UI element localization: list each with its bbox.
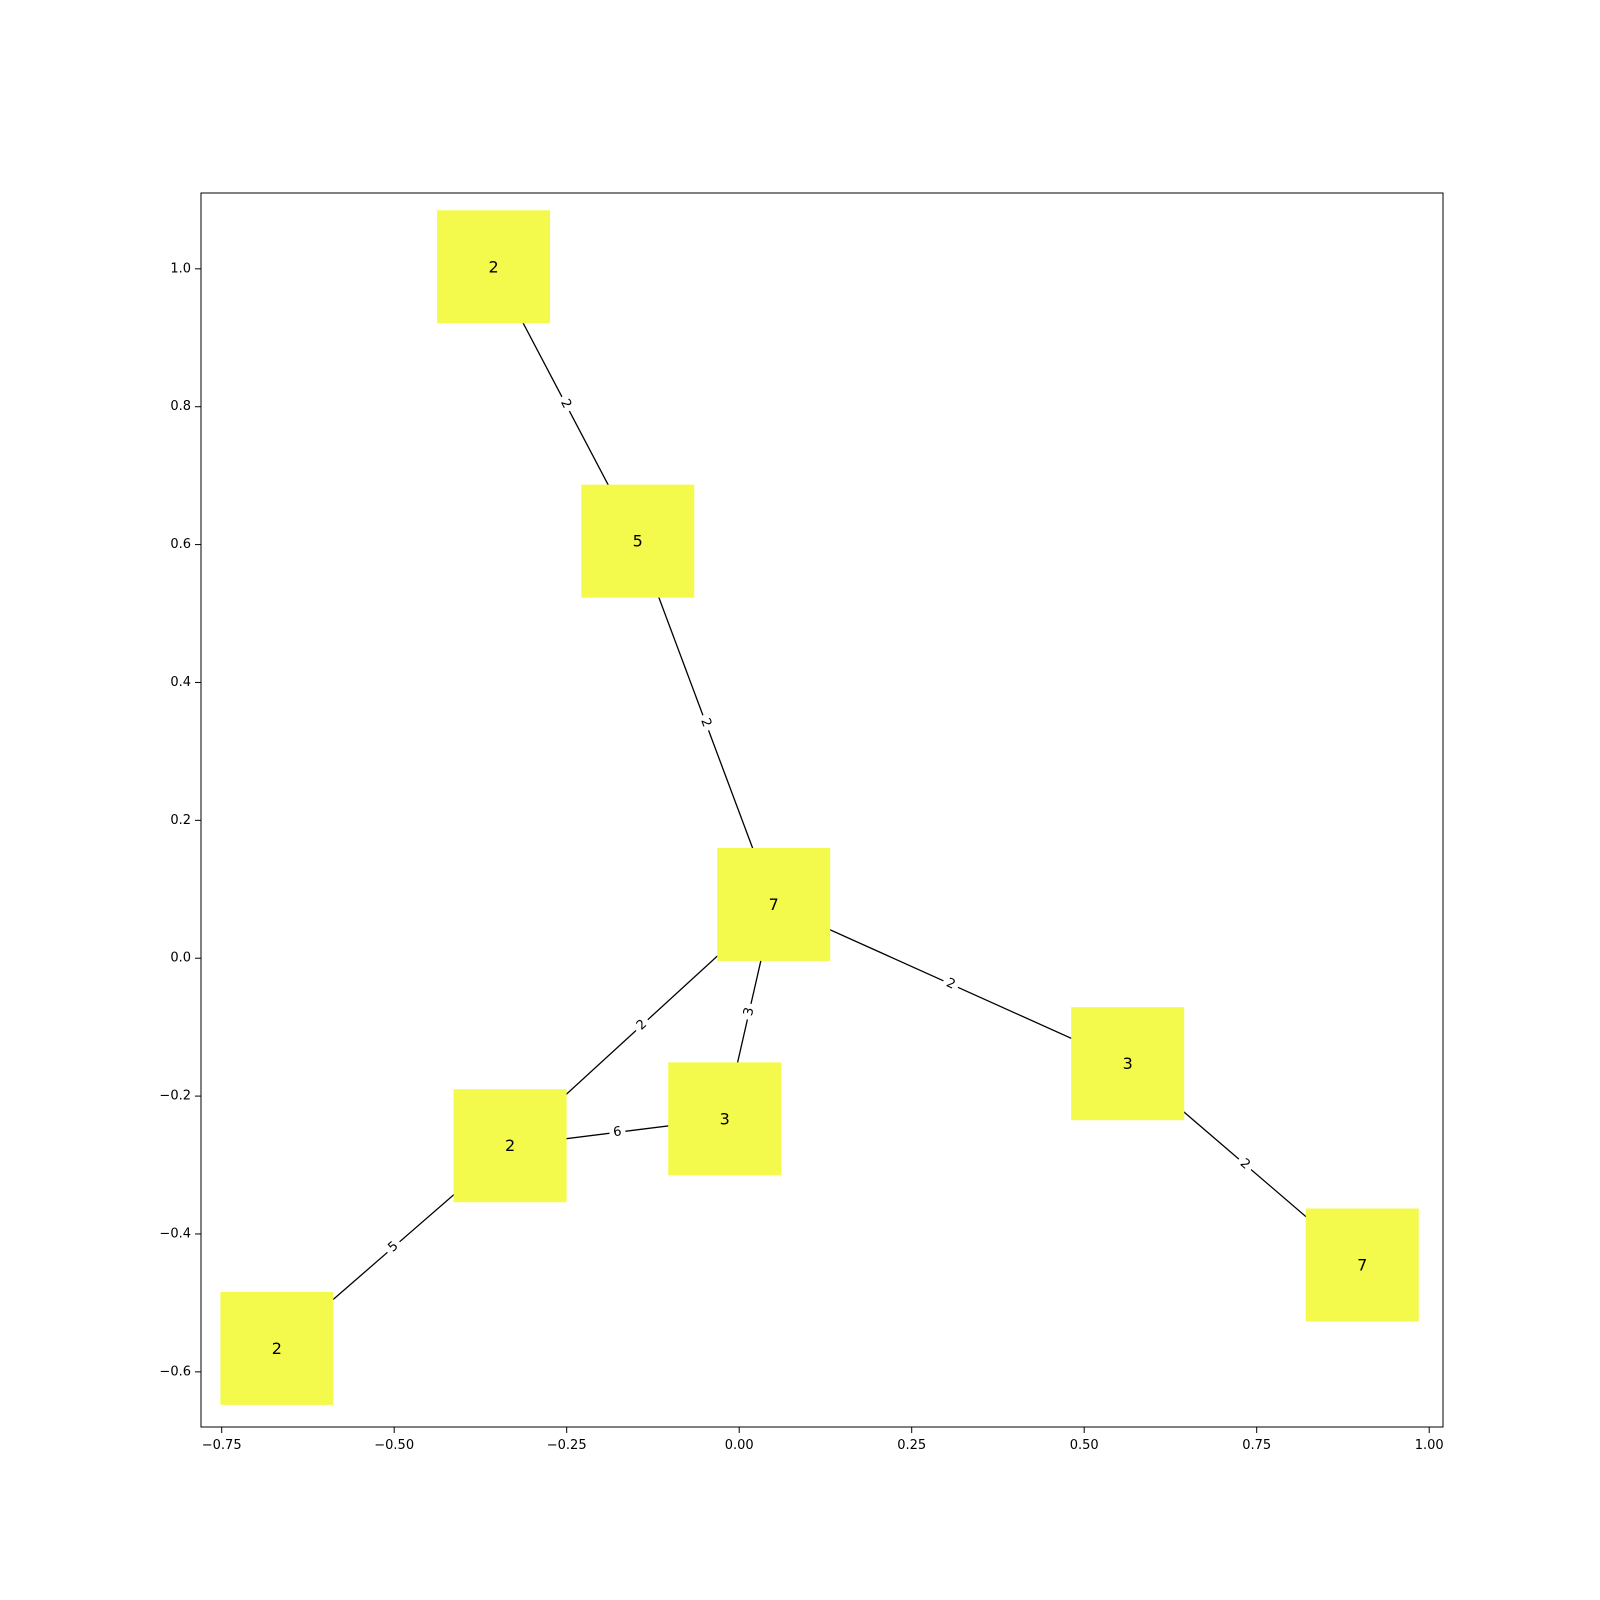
- edge-label-background: [939, 972, 962, 996]
- y-tick-label: 0.2: [170, 813, 191, 828]
- node-box: [1071, 1007, 1185, 1121]
- node-label: 2: [505, 1136, 515, 1155]
- x-tick-label: 0.50: [1070, 1438, 1099, 1453]
- nodes-layer: 2 5 7 3 7 2 3 2: [220, 210, 1419, 1405]
- edge-weight-text: 6: [612, 1124, 622, 1140]
- node-label: 7: [769, 895, 779, 914]
- node-b: 5: [581, 484, 695, 598]
- node-h: 2: [220, 1291, 334, 1405]
- x-tick-label: −0.50: [374, 1438, 414, 1453]
- node-d: 3: [1071, 1007, 1185, 1121]
- node-label: 5: [633, 532, 643, 551]
- node-c: 7: [717, 847, 831, 961]
- y-tick-label: 0.8: [170, 399, 191, 414]
- y-tick-label: 0.4: [170, 675, 191, 690]
- y-tick-label: −0.2: [159, 1089, 191, 1104]
- node-label: 7: [1357, 1255, 1367, 1274]
- y-tick-label: −0.4: [159, 1226, 191, 1241]
- edge-weight-label: 5: [381, 1235, 406, 1260]
- node-label: 2: [272, 1339, 282, 1358]
- edge-weight-label: 2: [939, 972, 962, 996]
- x-axis: −0.75 −0.50 −0.25 0.00 0.25 0.50 0.75 1.00: [202, 1427, 1444, 1453]
- node-label: 3: [720, 1109, 730, 1128]
- node-box: [453, 1089, 567, 1203]
- node-box: [220, 1291, 334, 1405]
- edge-label-background: [608, 1122, 627, 1143]
- edge-label-background: [694, 712, 717, 734]
- edge-weight-label: 2: [553, 392, 578, 416]
- y-axis: 1.0 0.8 0.6 0.4 0.2 0.0 −0.2 −0.4 −0.6: [159, 261, 201, 1379]
- edge-label-background: [738, 1001, 760, 1022]
- y-tick-label: 0.0: [170, 951, 191, 966]
- node-f: 2: [453, 1089, 567, 1203]
- edge-label-background: [553, 392, 578, 416]
- edge-weight-label: 3: [738, 1001, 760, 1022]
- y-tick-label: 0.6: [170, 537, 191, 552]
- node-box: [437, 210, 551, 324]
- y-tick-label: −0.6: [159, 1364, 191, 1379]
- x-tick-label: 0.25: [897, 1438, 926, 1453]
- x-tick-label: 1.00: [1415, 1438, 1444, 1453]
- edge-weight-text: 3: [741, 1006, 757, 1017]
- node-label: 2: [488, 257, 498, 276]
- node-box: [1305, 1208, 1419, 1322]
- edge-label-background: [1233, 1152, 1257, 1177]
- node-label: 3: [1123, 1054, 1133, 1073]
- edge-label-background: [629, 1013, 654, 1038]
- edge-weight-label: 6: [608, 1122, 627, 1143]
- node-a: 2: [437, 210, 551, 324]
- edge-weight-label: 2: [1233, 1152, 1257, 1177]
- node-box: [581, 484, 695, 598]
- x-tick-label: −0.25: [547, 1438, 587, 1453]
- edge-weight-label: 2: [629, 1013, 654, 1038]
- node-g: 3: [668, 1062, 782, 1176]
- y-tick-label: 1.0: [170, 261, 191, 276]
- plot-frame: [200, 192, 1444, 1428]
- edge-weight-label: 2: [694, 712, 717, 734]
- node-box: [668, 1062, 782, 1176]
- x-tick-label: 0.75: [1242, 1438, 1271, 1453]
- node-box: [717, 847, 831, 961]
- edge-label-background: [381, 1235, 406, 1260]
- x-tick-label: −0.75: [202, 1438, 242, 1453]
- node-e: 7: [1305, 1208, 1419, 1322]
- x-tick-label: 0.00: [725, 1438, 754, 1453]
- edge-labels-layer: 2 2 2 2 2 3 6 5: [381, 392, 1257, 1260]
